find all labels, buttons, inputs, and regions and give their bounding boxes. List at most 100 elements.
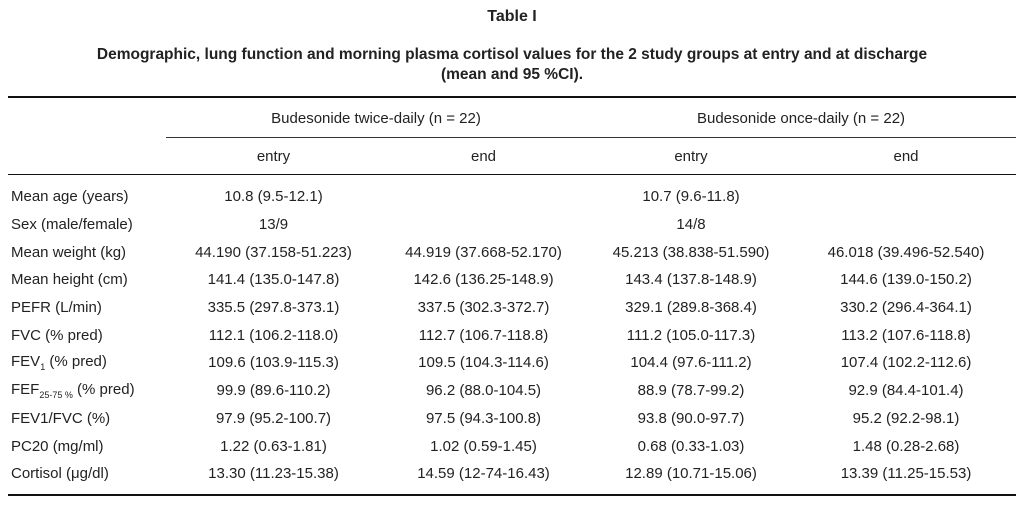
row-label: Sex (male/female) xyxy=(8,211,166,239)
row-label: Mean height (cm) xyxy=(8,266,166,294)
table-cell: 13.39 (11.25-15.53) xyxy=(840,465,972,483)
table-cell: 107.4 (102.2-112.6) xyxy=(840,354,972,372)
empty-cell xyxy=(796,211,1016,239)
row-label: FEV1 (% pred) xyxy=(8,349,166,377)
label-subscript: 25-75 % xyxy=(39,390,73,401)
caption-line: Demographic, lung function and morning p… xyxy=(96,46,928,63)
top-rule xyxy=(8,96,1016,98)
label-text: FEF xyxy=(11,381,40,399)
table-cell: 337.5 (302.3-372.7) xyxy=(417,299,550,317)
table-row: FEV1 (% pred) 109.6 (103.9-115.3) 109.5 (1… xyxy=(8,349,1016,377)
table-cell: 14/8 xyxy=(676,216,706,234)
table-cell: 109.6 (103.9-115.3) xyxy=(208,354,339,372)
data-table: Budesonide twice-daily (n = 22) Budesonid… xyxy=(8,100,1017,488)
table-cell: 142.6 (136.25-148.9) xyxy=(413,271,554,289)
label-text: Mean height (cm) xyxy=(11,271,128,289)
table-row: FVC (% pred) 112.1 (106.2-118.0) 112.7 (10… xyxy=(8,321,1016,349)
table-row: Mean weight (kg) 44.190 (37.158-51.223) 44… xyxy=(8,238,1016,266)
label-text: FVC (% pred) xyxy=(11,326,103,344)
label-text: PEFR (L/min) xyxy=(11,299,102,317)
row-label: FEV1/FVC (%) xyxy=(8,405,166,433)
table-cell: 329.1 (289.8-368.4) xyxy=(625,299,757,317)
label-subscript: 1 xyxy=(40,362,46,373)
table-cell: 330.2 (296.4-364.1) xyxy=(840,299,972,317)
row-label: Cortisol (μg/dl) xyxy=(8,460,166,488)
table-cell: 95.2 (92.2-98.1) xyxy=(852,409,960,427)
table-row: Cortisol (μg/dl) 13.30 (11.23-15.38) 14.59… xyxy=(8,460,1016,488)
table-row: FEF25-75 % (% pred) 99.9 (89.6-110.2) 96.2… xyxy=(8,377,1016,405)
table-cell: 93.8 (90.0-97.7) xyxy=(637,409,745,427)
label-text: Mean age (years) xyxy=(11,188,129,206)
table-row: PEFR (L/min) 335.5 (297.8-373.1) 337.5 (30… xyxy=(8,294,1016,322)
spacer-row xyxy=(8,174,1016,183)
label-text: Mean weight (kg) xyxy=(11,243,127,261)
empty-cell xyxy=(381,183,586,211)
table-cell: 144.6 (139.0-150.2) xyxy=(840,271,972,289)
label-text: FEV xyxy=(11,353,41,371)
table-cell: 12.89 (10.71-15.06) xyxy=(625,465,757,483)
row-label: Mean age (years) xyxy=(8,183,166,211)
table-cell: 112.7 (106.7-118.8) xyxy=(418,326,549,344)
table-cell: 1.02 (0.59-1.45) xyxy=(430,437,537,455)
table-cell: 141.4 (135.0-147.8) xyxy=(207,271,340,289)
table-row: Sex (male/female) 13/9 14/8 xyxy=(8,211,1016,239)
table-cell: 111.2 (105.0-117.3) xyxy=(626,326,756,344)
row-label: PC20 (mg/ml) xyxy=(8,432,166,460)
table-cell: 45.213 (38.838-51.590) xyxy=(612,243,770,261)
bottom-rule xyxy=(8,494,1016,496)
row-label: Mean weight (kg) xyxy=(8,238,166,266)
label-text: Cortisol (μg/dl) xyxy=(11,465,109,483)
table-cell: 0.68 (0.33-1.03) xyxy=(637,437,745,455)
table-cell: 10.7 (9.6-11.8) xyxy=(642,188,740,206)
header-rule xyxy=(8,174,1016,175)
column-header: end xyxy=(893,147,919,165)
table-cell: 92.9 (84.4-101.4) xyxy=(848,382,964,400)
table-cell: 335.5 (297.8-373.1) xyxy=(207,299,340,317)
table-title: Table I xyxy=(487,8,537,25)
table-cell: 99.9 (89.6-110.2) xyxy=(216,382,331,400)
table-cell: 113.2 (107.6-118.8) xyxy=(841,326,971,344)
table-row: FEV1/FVC (%) 97.9 (95.2-100.7) 97.5 (94.3-… xyxy=(8,405,1016,433)
table-cell: 1.22 (0.63-1.81) xyxy=(220,437,327,455)
table-cell: 96.2 (88.0-104.5) xyxy=(425,382,542,400)
group-header: Budesonide twice-daily (n = 22) xyxy=(166,100,587,138)
label-text: (% pred) xyxy=(77,381,135,399)
row-label: PEFR (L/min) xyxy=(8,294,166,322)
empty-cell xyxy=(796,183,1016,211)
table-cell: 13.30 (11.23-15.38) xyxy=(208,465,339,483)
table-cell: 44.919 (37.668-52.170) xyxy=(405,243,562,261)
empty-cell xyxy=(381,211,586,239)
group-header: Budesonide once-daily (n = 22) xyxy=(586,100,1017,138)
table-cell: 109.5 (104.3-114.6) xyxy=(418,354,549,372)
column-header-row: entry end entry end xyxy=(8,138,1016,175)
table-cell: 143.4 (137.8-148.9) xyxy=(625,271,757,289)
table-row: Mean age (years) 10.8 (9.5-12.1) 10.7 (9.6… xyxy=(8,183,1016,211)
table-cell: 97.9 (95.2-100.7) xyxy=(215,409,332,427)
table-cell: 44.190 (37.158-51.223) xyxy=(195,243,352,261)
table-cell: 104.4 (97.6-111.2) xyxy=(630,354,752,372)
table-cell: 1.48 (0.28-2.68) xyxy=(852,437,960,455)
column-header: entry xyxy=(256,147,291,165)
column-header: entry xyxy=(674,147,708,165)
label-text: FEV1/FVC (%) xyxy=(11,409,111,427)
caption-line: (mean and 95 %CI). xyxy=(440,66,584,83)
table-cell: 88.9 (78.7-99.2) xyxy=(637,382,745,400)
row-label: FEF25-75 % (% pred) xyxy=(8,377,166,405)
label-text: (% pred) xyxy=(49,353,107,371)
table-cell: 112.1 (106.2-118.0) xyxy=(208,326,339,344)
table-row: PC20 (mg/ml) 1.22 (0.63-1.81) 1.02 (0.59-1… xyxy=(8,432,1016,460)
table-cell: 13/9 xyxy=(258,216,289,234)
group-header-row: Budesonide twice-daily (n = 22) Budesonid… xyxy=(8,100,1017,138)
label-text: Sex (male/female) xyxy=(11,216,133,234)
table-cell: 14.59 (12-74-16.43) xyxy=(417,465,550,483)
column-header: end xyxy=(470,147,497,165)
table-cell: 97.5 (94.3-100.8) xyxy=(425,409,542,427)
row-label: FVC (% pred) xyxy=(8,321,166,349)
table-cell: 46.018 (39.496-52.540) xyxy=(827,243,985,261)
spacer xyxy=(8,174,1016,183)
label-text: PC20 (mg/ml) xyxy=(11,437,104,455)
empty-cell xyxy=(8,100,166,138)
table-caption: Demographic, lung function and morning p… xyxy=(0,45,1024,85)
table-body: Budesonide twice-daily (n = 22) Budesonid… xyxy=(8,100,1017,488)
